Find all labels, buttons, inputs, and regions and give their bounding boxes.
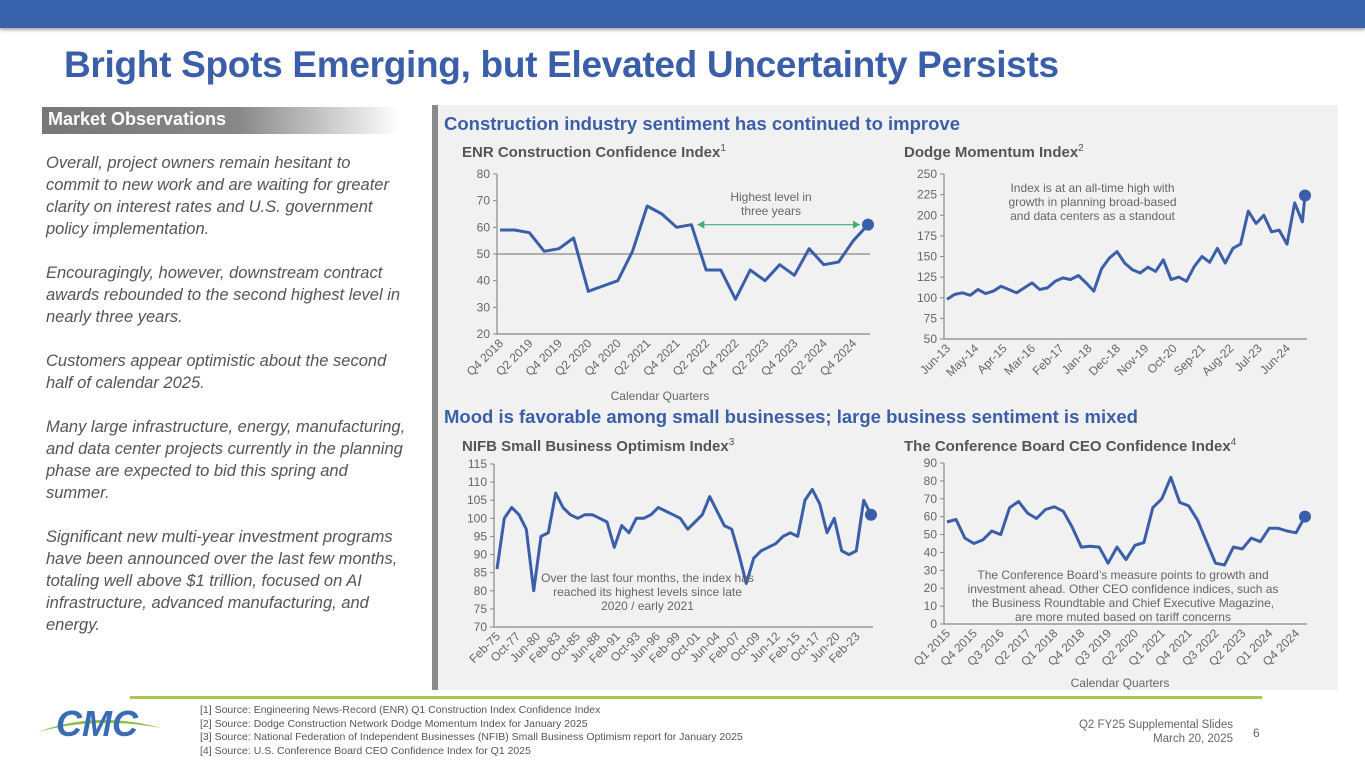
y-tick-label: 250 [917, 167, 937, 181]
y-tick-label: 225 [917, 188, 937, 202]
enr-chart-title: ENR Construction Confidence Index1 [462, 143, 726, 161]
y-tick-label: 40 [924, 545, 938, 559]
observation-paragraph: Encouragingly, however, downstream contr… [46, 264, 401, 326]
y-tick-label: 60 [924, 510, 938, 524]
y-tick-label: 20 [477, 327, 491, 341]
y-tick-label: 10 [924, 599, 938, 613]
footer-info: Q2 FY25 Supplemental Slides March 20, 20… [1079, 718, 1233, 746]
nfib-annotation: Over the last four months, the index has… [541, 571, 754, 613]
x-tick-label: Feb-17 [1030, 341, 1067, 378]
y-tick-label: 110 [468, 475, 487, 489]
y-tick-label: 30 [924, 563, 938, 577]
latest-value-marker [862, 218, 874, 231]
latest-value-marker [1299, 189, 1311, 202]
observation-paragraph: Many large infrastructure, energy, manuf… [46, 418, 406, 502]
y-tick-label: 75 [924, 311, 938, 325]
y-tick-label: 80 [924, 474, 938, 488]
observations-text: Overall, project owners remain hesitant … [46, 152, 406, 658]
ceo-annotation: The Conference Board’s measure points to… [967, 568, 1279, 624]
series-line [946, 475, 1307, 567]
section-title-bottom: Mood is favorable among small businesses… [444, 406, 1138, 427]
observation-paragraph: Customers appear optimistic about the se… [46, 352, 387, 392]
y-tick-label: 40 [477, 274, 491, 288]
y-tick-label: 80 [477, 167, 491, 181]
y-tick-label: 75 [474, 602, 488, 616]
y-tick-label: 50 [924, 528, 938, 542]
deck-date: March 20, 2025 [1153, 733, 1233, 745]
y-tick-label: 95 [474, 529, 488, 543]
dodge-annotation: Index is at an all-time high with growth… [1008, 181, 1177, 223]
y-tick-label: 30 [477, 300, 491, 314]
sources: [1] Source: Engineering News-Record (ENR… [200, 704, 743, 758]
cmc-logo: CMC [38, 703, 161, 742]
y-tick-label: 70 [477, 194, 491, 208]
latest-value-marker [865, 508, 877, 521]
source-line: [2] Source: Dodge Construction Network D… [200, 717, 588, 730]
series-line [500, 204, 870, 301]
ceo-chart-title: The Conference Board CEO Confidence Inde… [904, 437, 1237, 455]
enr-x-axis-label: Calendar Quarters [610, 389, 710, 403]
charts-panel [432, 105, 1338, 690]
x-tick-label: Aug-22 [1199, 341, 1236, 378]
enr-annotation: Highest level in three years [730, 190, 812, 218]
y-tick-label: 200 [917, 208, 937, 222]
y-tick-label: 175 [917, 229, 937, 243]
observations-header: Market Observations [42, 107, 400, 134]
source-line: [3] Source: National Federation of Indep… [200, 731, 743, 743]
nfib-chart-title: NIFB Small Business Optimism Index3 [462, 437, 735, 455]
y-tick-label: 105 [467, 493, 487, 507]
x-tick-label: Nov-19 [1114, 341, 1151, 378]
top-banner [0, 0, 1365, 28]
y-tick-label: 20 [924, 581, 938, 595]
y-tick-label: 150 [917, 250, 937, 264]
y-tick-label: 50 [477, 247, 491, 261]
arrow-head-left [697, 220, 705, 229]
y-tick-label: 70 [924, 492, 938, 506]
y-tick-label: 85 [474, 566, 488, 580]
series-line [946, 195, 1307, 301]
series-line [495, 487, 873, 593]
observation-paragraph: Significant new multi-year investment pr… [46, 528, 398, 634]
y-tick-label: 50 [924, 332, 938, 346]
y-tick-label: 125 [917, 270, 937, 284]
svg-text:CMC: CMC [56, 703, 139, 742]
y-tick-label: 70 [474, 620, 488, 634]
y-tick-label: 90 [924, 456, 938, 470]
source-line: [4] Source: U.S. Conference Board CEO Co… [200, 744, 531, 757]
dodge-chart-title: Dodge Momentum Index2 [904, 143, 1084, 161]
page-number: 6 [1253, 726, 1260, 740]
deck-name: Q2 FY25 Supplemental Slides [1078, 719, 1233, 731]
x-tick-label: May-14 [943, 341, 981, 379]
y-tick-label: 115 [468, 457, 487, 471]
y-tick-label: 0 [930, 617, 937, 631]
observation-paragraph: Overall, project owners remain hesitant … [46, 154, 389, 238]
source-line: [1] Source: Engineering News-Record (ENR… [200, 704, 601, 716]
latest-value-marker [1299, 510, 1311, 523]
y-tick-label: 60 [477, 220, 491, 234]
footer-divider [130, 696, 1262, 699]
arrow-head-right [853, 220, 860, 229]
x-tick-label: Jun-24 [1257, 341, 1293, 377]
y-tick-label: 100 [467, 511, 487, 525]
page-title: Bright Spots Emerging, but Elevated Unce… [64, 44, 1059, 85]
section-title-top: Construction industry sentiment has cont… [444, 113, 960, 134]
ceo-x-axis-label: Calendar Quarters [1070, 676, 1170, 690]
y-tick-label: 80 [474, 584, 488, 598]
y-tick-label: 100 [917, 291, 937, 305]
y-tick-label: 90 [474, 548, 488, 562]
